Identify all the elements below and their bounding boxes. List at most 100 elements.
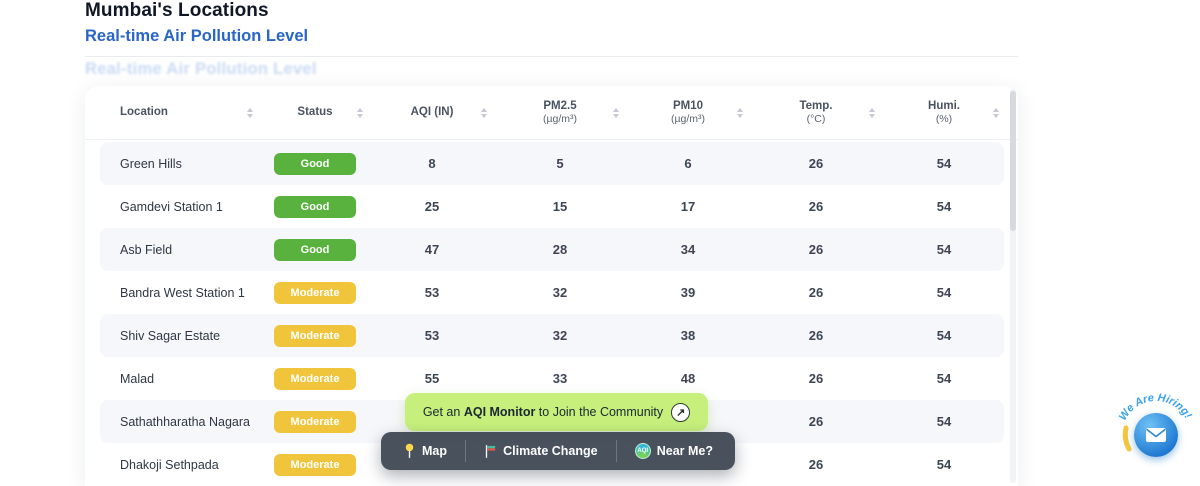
header-divider: [85, 56, 1018, 57]
table-row[interactable]: Green Hills Good 8 5 6 26 54: [100, 142, 1004, 185]
column-header-temp[interactable]: Temp. (°C): [750, 86, 882, 139]
column-label: Temp. (°C): [799, 99, 833, 126]
status-badge: Moderate: [274, 453, 356, 476]
page-title: Mumbai's Locations: [85, 0, 269, 21]
nav-item-label: Near Me?: [656, 444, 713, 458]
status-badge: Moderate: [274, 367, 356, 390]
aqi-cell: 47: [424, 242, 440, 257]
pm10-cell: 6: [684, 156, 692, 171]
status-badge: Moderate: [274, 410, 356, 433]
humi-cell: 54: [936, 414, 952, 429]
table-row[interactable]: Bandra West Station 1 Moderate 53 32 39 26 54: [100, 271, 1004, 314]
column-header-status[interactable]: Status: [260, 86, 370, 139]
temp-cell: 26: [808, 242, 824, 257]
sort-icon: [869, 107, 875, 118]
sort-icon: [737, 107, 743, 118]
nav-item-map[interactable]: Map: [395, 443, 455, 459]
pm10-cell: 38: [680, 328, 696, 343]
column-header-aqi-in[interactable]: AQI (IN): [370, 86, 494, 139]
humi-cell: 54: [936, 242, 952, 257]
column-label: PM10 (µg/m³): [670, 99, 706, 126]
nav-divider: [465, 440, 467, 462]
table-row[interactable]: Asb Field Good 47 28 34 26 54: [100, 228, 1004, 271]
aqi-logo-icon: AQI: [634, 443, 651, 459]
nav-item-label: Climate Change: [503, 444, 598, 458]
column-header-humi[interactable]: Humi. (%): [882, 86, 1006, 139]
table-row[interactable]: Dhakoji Sethpada Moderate 26 54: [100, 443, 1004, 486]
pm10-cell: 34: [680, 242, 696, 257]
aqi-cell: 8: [428, 156, 436, 171]
humi-cell: 54: [936, 328, 952, 343]
pm25-cell: 15: [552, 199, 568, 214]
nav-item-climate-change[interactable]: Climate Change: [476, 444, 605, 459]
location-cell: Asb Field: [120, 242, 173, 257]
hiring-widget-button[interactable]: We Are Hiring!: [1112, 391, 1200, 483]
pm10-cell: 17: [680, 199, 696, 214]
yellow-swoosh-icon: [1122, 425, 1132, 452]
ghost-subtitle: Real-time Air Pollution Level: [85, 60, 317, 78]
humi-cell: 54: [936, 371, 952, 386]
status-badge: Good: [274, 195, 356, 218]
table-row[interactable]: Shiv Sagar Estate Moderate 53 32 38 26 54: [100, 314, 1004, 357]
table-row[interactable]: Gamdevi Station 1 Good 25 15 17 26 54: [100, 185, 1004, 228]
page-subtitle: Real-time Air Pollution Level: [85, 27, 309, 45]
bottom-navbar: Map Climate Change AQI Near Me?: [381, 432, 735, 470]
status-cell: Moderate: [260, 367, 370, 390]
column-header-pm2-5[interactable]: PM2.5 (µg/m³): [494, 86, 626, 139]
temp-cell: 26: [808, 371, 824, 386]
pm25-cell: 33: [552, 371, 568, 386]
humi-cell: 54: [936, 285, 952, 300]
scrollbar-thumb[interactable]: [1010, 91, 1016, 231]
cta-text: Get an AQI Monitor to Join the Community: [422, 405, 664, 419]
status-badge: Good: [274, 152, 356, 175]
sort-icon: [613, 107, 619, 118]
arrow-circle-icon[interactable]: ↗: [671, 402, 691, 422]
sort-icon: [357, 107, 363, 118]
table-row[interactable]: Malad Moderate 55 33 48 26 54: [100, 357, 1004, 400]
aqi-monitor-cta-banner[interactable]: Get an AQI Monitor to Join the Community…: [405, 393, 708, 431]
aqi-cell: 53: [424, 285, 440, 300]
location-cell: Shiv Sagar Estate: [120, 328, 221, 343]
temp-cell: 26: [808, 414, 824, 429]
column-label: Status: [297, 106, 333, 119]
scrollbar-track[interactable]: [1010, 89, 1016, 483]
column-label: PM2.5 (µg/m³): [542, 99, 578, 126]
hiring-circle[interactable]: [1134, 413, 1178, 457]
mail-icon: [1146, 428, 1166, 442]
column-header-pm10[interactable]: PM10 (µg/m³): [626, 86, 750, 139]
location-cell: Sathathharatha Nagara: [120, 414, 250, 429]
column-label: AQI (IN): [410, 106, 454, 119]
temp-cell: 26: [808, 199, 824, 214]
temp-cell: 26: [808, 156, 824, 171]
location-cell: Dhakoji Sethpada: [120, 457, 219, 472]
sort-icon: [993, 107, 999, 118]
status-cell: Moderate: [260, 453, 370, 476]
status-cell: Moderate: [260, 410, 370, 433]
pm25-cell: 28: [552, 242, 568, 257]
pm10-cell: 48: [680, 371, 696, 386]
aqi-cell: 55: [424, 371, 440, 386]
status-badge: Moderate: [274, 324, 356, 347]
nav-divider: [615, 440, 617, 462]
status-cell: Moderate: [260, 281, 370, 304]
aqi-cell: 53: [424, 328, 440, 343]
nav-item-near-me[interactable]: AQI Near Me?: [627, 443, 721, 459]
humi-cell: 54: [936, 156, 952, 171]
column-label: Location: [120, 106, 168, 119]
map-pin-icon: [405, 443, 414, 459]
column-header-location[interactable]: Location: [85, 86, 260, 139]
location-cell: Bandra West Station 1: [120, 285, 245, 300]
status-badge: Moderate: [274, 281, 356, 304]
climate-flag-icon: [485, 444, 496, 458]
temp-cell: 26: [808, 457, 824, 472]
status-cell: Good: [260, 238, 370, 261]
temp-cell: 26: [808, 328, 824, 343]
temp-cell: 26: [808, 285, 824, 300]
status-cell: Moderate: [260, 324, 370, 347]
status-cell: Good: [260, 152, 370, 175]
sort-icon: [481, 107, 487, 118]
status-cell: Good: [260, 195, 370, 218]
location-cell: Green Hills: [120, 156, 182, 171]
pm10-cell: 39: [680, 285, 696, 300]
